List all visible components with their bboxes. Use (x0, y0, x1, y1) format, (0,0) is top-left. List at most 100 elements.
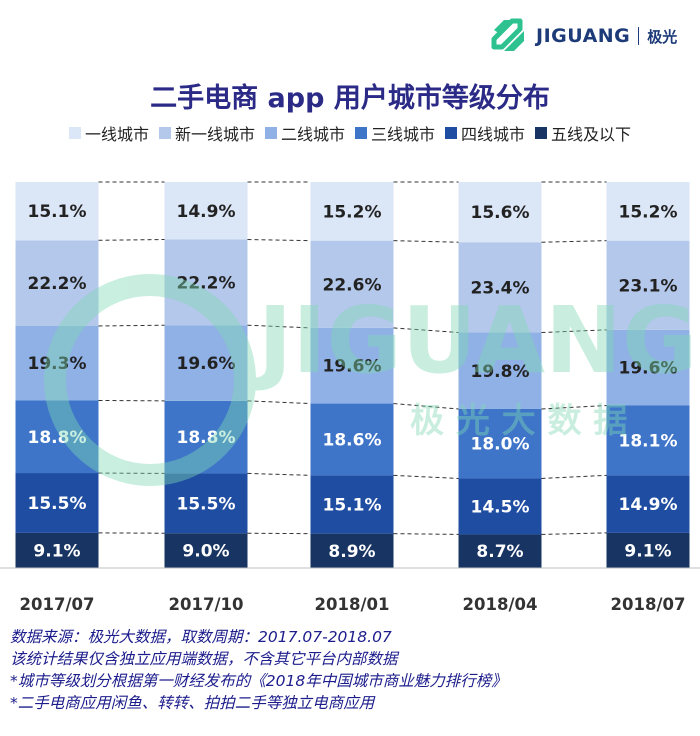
bar-data-label: 8.7% (476, 542, 523, 562)
bar-data-label: 19.6% (323, 357, 382, 377)
bar-segment (458, 332, 542, 409)
bar-data-label: 15.1% (28, 202, 87, 222)
bar-segment (310, 327, 394, 404)
legend-swatch (264, 127, 277, 139)
bar-data-label: 22.2% (177, 273, 236, 293)
bar-data-label: 23.1% (619, 276, 678, 296)
bar-segment (15, 182, 99, 241)
x-tick-label: 2017/10 (169, 595, 244, 614)
bar-data-label: 19.6% (177, 354, 236, 374)
bar-data-label: 18.6% (323, 430, 382, 450)
note-city-tier: *城市等级划分根据第一财经发布的《2018年中国城市商业魅力排行榜》 (10, 672, 507, 690)
bar-segment (458, 408, 542, 479)
bar-segment (458, 182, 542, 243)
legend-item: 五线及以下 (535, 121, 631, 145)
legend-label: 四线城市 (461, 125, 526, 144)
connector-line (541, 404, 607, 410)
connector-line (247, 400, 311, 405)
note-apps: *二手电商应用闲鱼、转转、拍拍二手等独立电商应用 (10, 694, 375, 712)
watermark-logo-icon (44, 274, 256, 486)
bar-data-label: 8.9% (328, 542, 375, 562)
note-scope: 该统计结果仅含独立应用端数据，不含其它平台内部数据 (10, 650, 398, 668)
bar-data-label: 14.5% (471, 497, 530, 517)
bar-data-label: 18.8% (177, 428, 236, 448)
legend-item: 三线城市 (355, 121, 435, 145)
bar-data-label: 15.6% (471, 203, 530, 223)
bar-segment (164, 473, 248, 534)
bar-data-label: 15.5% (177, 494, 236, 514)
bar-data-label: 18.1% (619, 431, 678, 451)
connector-line (541, 240, 607, 243)
bar-data-label: 15.2% (619, 202, 678, 222)
jiguang-logo-icon (491, 18, 524, 51)
connector-line (541, 329, 607, 334)
bar-segment (15, 532, 99, 568)
bar-segment (164, 182, 248, 240)
bar-data-label: 18.8% (28, 428, 87, 448)
bar-segment (164, 400, 248, 474)
bar-segment (15, 240, 99, 326)
bar-segment (15, 473, 99, 533)
legend-swatch (535, 127, 548, 139)
legend-label: 三线城市 (371, 125, 436, 144)
legend-item: 四线城市 (445, 121, 525, 145)
legend-swatch (445, 127, 458, 139)
connector-line (247, 324, 311, 329)
legend-swatch (158, 127, 171, 139)
note-source: 数据来源：极光大数据，取数周期：2017.07-2018.07 (10, 628, 392, 646)
bar-data-label: 14.9% (177, 202, 236, 222)
connector-line (393, 533, 459, 535)
bar-data-label: 14.9% (619, 495, 678, 515)
bar-data-label: 19.6% (619, 359, 678, 379)
brand-divider (638, 27, 640, 45)
bar-segment (606, 329, 690, 406)
bar-segment (606, 475, 690, 533)
bar-data-label: 9.1% (33, 541, 80, 561)
watermark: JIGUANG 极 光 大 数 据 (44, 274, 698, 486)
connector-line (541, 532, 607, 535)
legend-label: 五线及以下 (551, 125, 632, 144)
connector-line (541, 474, 607, 479)
legend-swatch (355, 127, 367, 139)
bar-data-label: 22.6% (323, 275, 382, 295)
bar-segment (310, 403, 394, 476)
bar-data-label: 19.8% (471, 362, 530, 382)
brand-name: JIGUANG (536, 25, 631, 47)
brand-logo: JIGUANG 极光 (490, 16, 677, 56)
legend-item: 新一线城市 (158, 121, 255, 145)
bar-segment (15, 325, 99, 401)
bar-data-label: 15.5% (28, 494, 87, 514)
bar-segment (606, 182, 690, 241)
bar-segment (164, 239, 248, 326)
x-tick-label: 2018/04 (463, 595, 538, 614)
bar-segment (164, 533, 248, 568)
connector-line (98, 324, 165, 327)
chart-legend: 一线城市 新一线城市 二线城市 三线城市 四线城市 五线及以下 (0, 121, 700, 145)
footnotes: 数据来源：极光大数据，取数周期：2017.07-2018.07 该统计结果仅含独… (10, 626, 700, 714)
brand-name-cn: 极光 (647, 27, 678, 46)
watermark-text: JIGUANG (252, 287, 698, 394)
legend-item: 二线城市 (264, 121, 345, 145)
bar-segment (606, 240, 690, 330)
bar-segment (606, 532, 690, 568)
legend-label: 二线城市 (280, 125, 345, 144)
legend-label: 新一线城市 (174, 125, 255, 144)
bar-data-label: 9.1% (624, 541, 671, 561)
bar-segment (458, 478, 542, 535)
bar-segment (310, 475, 394, 534)
bar-segment (458, 534, 542, 568)
bar-data-label: 19.3% (28, 354, 87, 374)
connector-line (247, 239, 311, 242)
connector-line (393, 327, 459, 334)
bar-data-label: 22.2% (28, 274, 87, 294)
x-tick-label: 2017/07 (20, 595, 95, 614)
x-tick-label: 2018/01 (315, 595, 390, 614)
connector-line (393, 403, 459, 410)
chart-plot: 9.1% 15.5% 18.8% 19.3% 22.2% 15.1% 2017/07 9.0%… (0, 181, 700, 614)
bar-segment (606, 405, 690, 476)
bar-segment (458, 242, 542, 333)
bar-segment (164, 325, 248, 401)
connector-line (393, 474, 459, 479)
bar-segment (310, 240, 394, 328)
bar-data-label: 18.0% (471, 435, 530, 455)
